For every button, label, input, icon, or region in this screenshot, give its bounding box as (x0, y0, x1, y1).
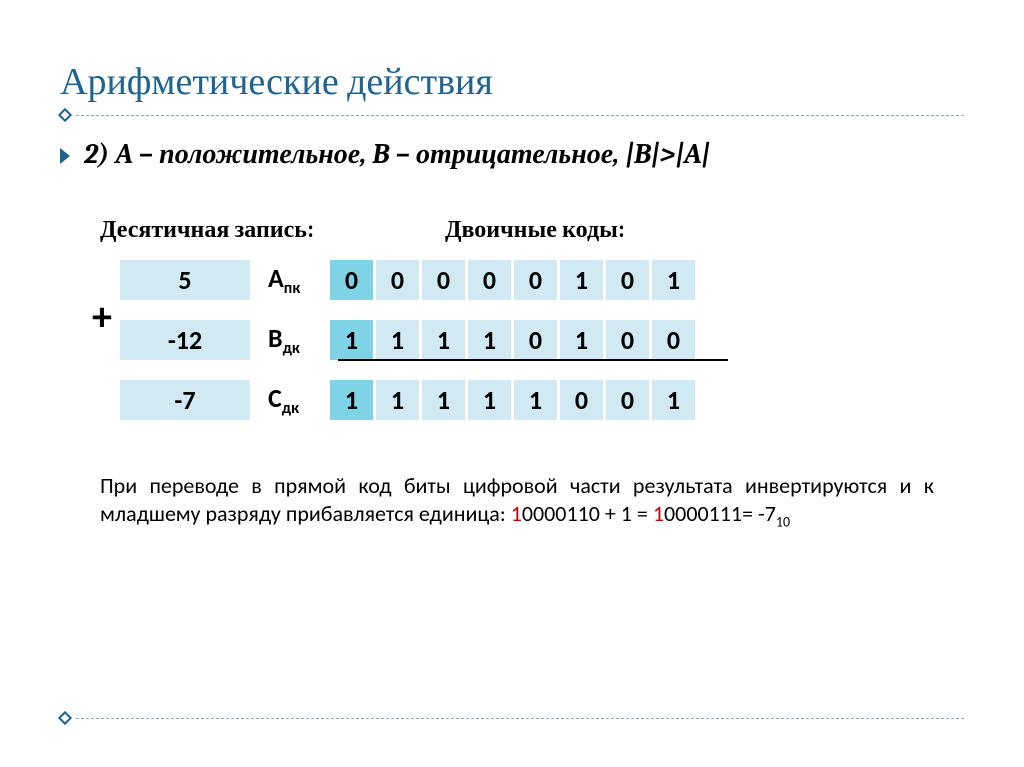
plus-sign: + (92, 292, 112, 341)
bit-cell: 1 (376, 380, 419, 420)
code-letter: C (268, 382, 282, 414)
bit-cell: 0 (514, 260, 557, 300)
row-a: 5 Aпк 00000101 (120, 256, 964, 304)
bit-cell: 1 (330, 320, 373, 360)
bit-cell: 1 (652, 380, 695, 420)
dashed-line (76, 718, 964, 719)
code-letter: B (268, 322, 283, 354)
bits-b: 11110100 (330, 320, 695, 360)
label-decimal: Десятичная запись: (100, 215, 445, 244)
footer-rule (60, 713, 964, 723)
code-sub: пк (284, 279, 300, 298)
title-rule (60, 110, 964, 120)
arrow-right-icon (60, 148, 70, 164)
row-b: -12 Bдк 11110100 (120, 316, 964, 364)
bit-cell: 1 (468, 320, 511, 360)
bit-cell: 1 (560, 260, 603, 300)
bit-cell: 1 (652, 260, 695, 300)
bit-cell: 1 (560, 320, 603, 360)
diamond-icon (58, 108, 72, 122)
code-label: Aпк (250, 262, 330, 298)
bit-cell: 1 (422, 380, 465, 420)
dec-cell: 5 (120, 260, 250, 300)
bit-cell: 1 (376, 320, 419, 360)
diamond-icon (58, 711, 72, 725)
bit-cell: 1 (514, 380, 557, 420)
bit-cell: 0 (330, 260, 373, 300)
code-label: Bдк (250, 322, 330, 358)
bit-cell: 0 (606, 260, 649, 300)
bit-cell: 0 (376, 260, 419, 300)
code-letter: A (268, 262, 284, 294)
slide-title: Арифметические действия (60, 60, 964, 104)
code-sub: дк (282, 399, 299, 418)
dashed-line (76, 115, 964, 116)
dec-cell: -7 (120, 380, 250, 420)
row-c: -7 Cдк 11111001 (120, 376, 964, 424)
worked-example: + 5 Aпк 00000101 -12 Bдк 11110100 -7 Cдк… (120, 256, 964, 424)
bit-cell: 0 (468, 260, 511, 300)
bit-cell: 1 (330, 380, 373, 420)
bit-cell: 0 (560, 380, 603, 420)
code-label: Cдк (250, 382, 330, 418)
explanation: При переводе в прямой код биты цифровой … (100, 472, 934, 531)
bits-c: 11111001 (330, 380, 695, 420)
bits-a: 00000101 (330, 260, 695, 300)
label-binary: Двоичные коды: (445, 215, 625, 244)
explain-t3: 0000111= -7 (664, 500, 776, 527)
column-labels: Десятичная запись: Двоичные коды: (100, 215, 964, 244)
code-sub: дк (283, 339, 300, 358)
bit-cell: 0 (652, 320, 695, 360)
explain-t2: 0000110 + 1 = (522, 500, 653, 527)
bit-cell: 0 (422, 260, 465, 300)
explain-red1: 1 (511, 500, 522, 527)
explain-sub: 10 (776, 514, 790, 531)
bullet-item: 2) A – положительное, B – отрицательное,… (60, 138, 964, 171)
bit-cell: 0 (514, 320, 557, 360)
bit-cell: 1 (422, 320, 465, 360)
dec-cell: -12 (120, 320, 250, 360)
explain-red2: 1 (653, 500, 664, 527)
bit-cell: 0 (606, 320, 649, 360)
bit-cell: 1 (468, 380, 511, 420)
bullet-text: 2) A – положительное, B – отрицательное,… (84, 138, 710, 171)
sum-line (338, 359, 728, 361)
bit-cell: 0 (606, 380, 649, 420)
